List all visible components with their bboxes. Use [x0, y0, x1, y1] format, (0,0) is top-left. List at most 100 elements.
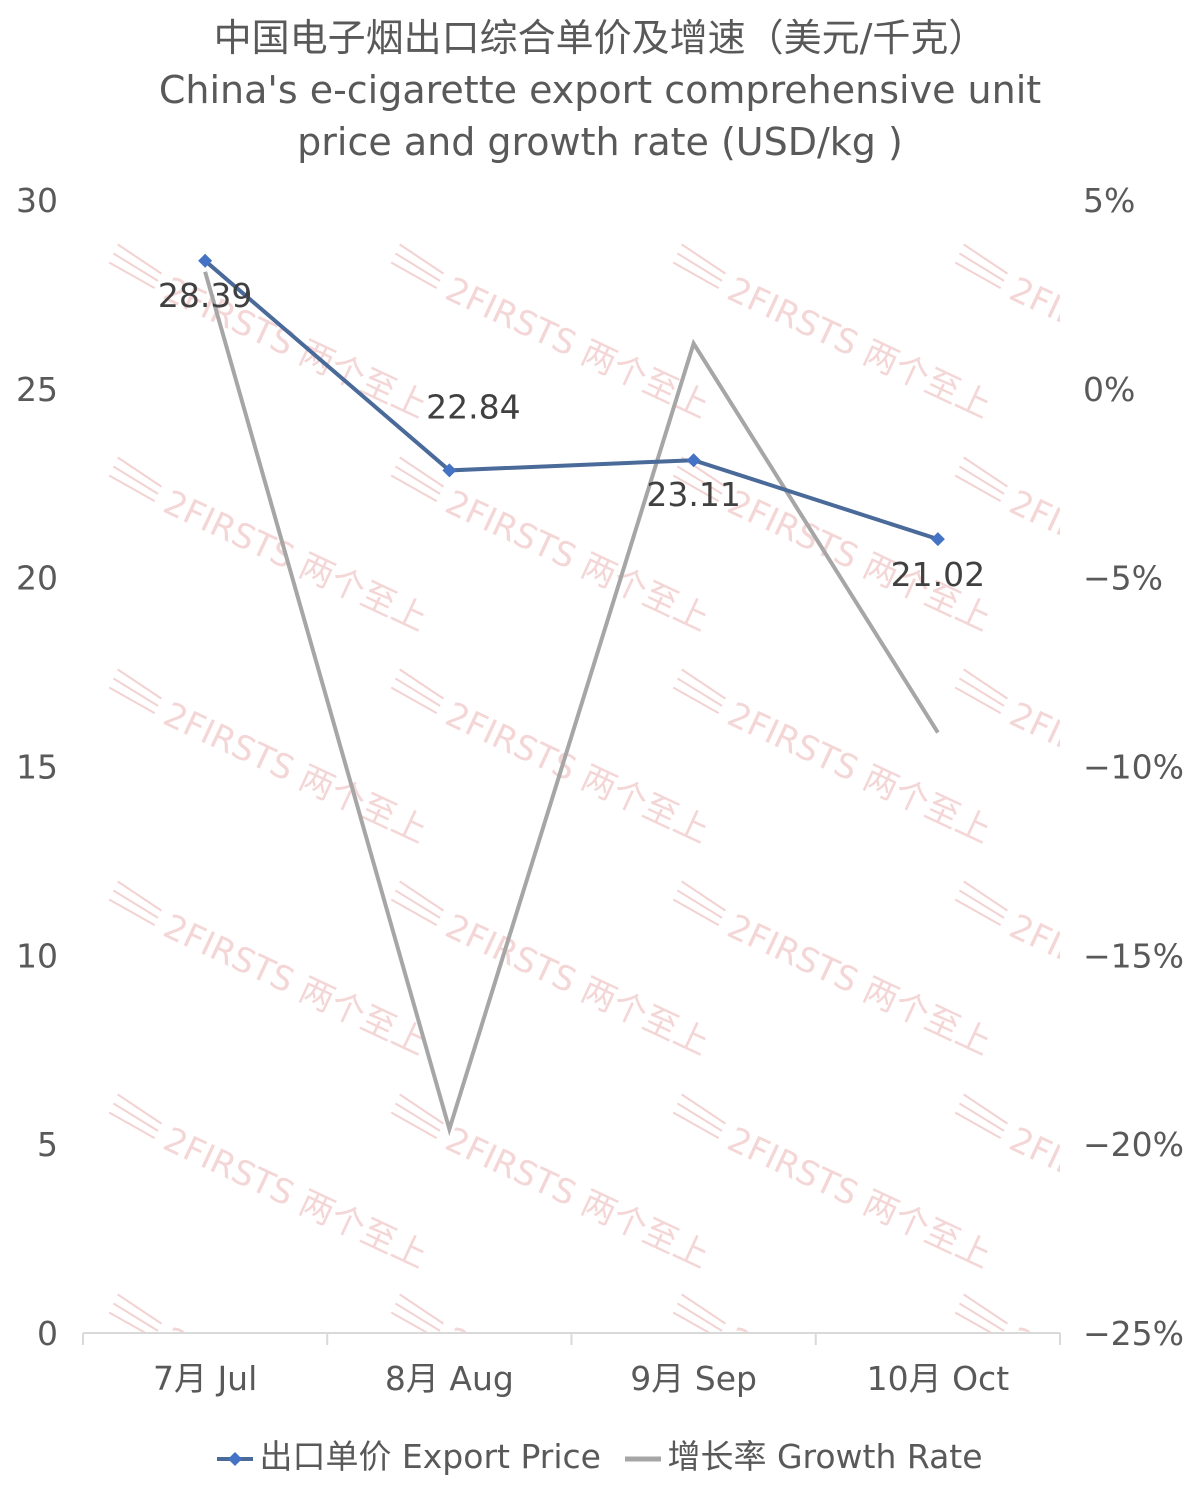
watermark-logo-stroke [958, 1102, 1005, 1132]
watermark-logo-stroke [117, 243, 162, 275]
data-label-export-price: 22.84 [426, 387, 520, 426]
watermark-text: 2FIRSTS 两个至上 [439, 907, 715, 1064]
watermark-logo-stroke [681, 243, 726, 275]
watermark-logo-stroke [390, 686, 438, 714]
watermark-logo-stroke [672, 261, 720, 289]
watermark-logo-stroke [681, 880, 726, 912]
watermark-logo-stroke [958, 889, 1005, 919]
y-left-tick-label: 30 [16, 181, 58, 220]
watermark-logo-stroke [117, 1093, 162, 1125]
watermark: 2FIRSTS 两个至上 [390, 668, 715, 852]
legend-item-export-price[interactable]: 出口单价 Export Price [217, 1430, 601, 1478]
chart-title-block: 中国电子烟出口综合单价及增速（美元/千克） China's e-cigarett… [0, 12, 1200, 168]
watermark-logo-stroke [117, 1293, 162, 1325]
x-tick-label: 7月 Jul [153, 1359, 257, 1398]
data-point-export-price [686, 453, 701, 468]
watermark-logo-stroke [108, 1311, 156, 1333]
watermark-logo-stroke [672, 1111, 720, 1139]
watermark-logo-stroke [394, 1102, 441, 1132]
watermark-logo-stroke [963, 456, 1008, 488]
x-tick-label: 9月 Sep [630, 1359, 757, 1398]
data-point-export-price [198, 253, 213, 268]
watermark-text: 2FIRSTS 两个至上 [721, 695, 997, 852]
series-layer [198, 253, 945, 1137]
watermark-logo-stroke [112, 252, 159, 282]
watermark-logo-stroke [963, 243, 1008, 275]
legend-item-growth-rate[interactable]: 增长率 Growth Rate [625, 1430, 983, 1478]
data-point-export-price [442, 463, 457, 478]
watermark-logo-stroke [676, 889, 723, 919]
watermark-logo-stroke [954, 686, 1002, 714]
watermark-logo-stroke [390, 1111, 438, 1139]
x-tick-label: 10月 Oct [867, 1359, 1010, 1398]
watermark-logo-stroke [112, 1302, 159, 1332]
watermark-logo-stroke [390, 1311, 438, 1333]
watermark-logo-stroke [399, 1293, 444, 1325]
watermark-logo-stroke [394, 465, 441, 495]
y-left-tick-label: 25 [16, 370, 58, 409]
legend-line-diamond-icon [217, 1451, 254, 1466]
watermark-text: 2FIRSTS 两个至上 [721, 1120, 997, 1277]
axes: 7月 Jul 8月 Aug 9月 Sep 10月 Oct 0 5 10 15 20 25 30 −25… [16, 181, 1184, 1398]
watermark-logo-stroke [399, 668, 444, 700]
watermark: 2FIRSTS 两个至上 [108, 880, 433, 1064]
watermark: 2FIRSTS 两个至上 [108, 668, 433, 852]
watermark-logo-stroke [954, 1111, 1002, 1139]
data-label-export-price: 23.11 [646, 475, 740, 514]
watermark-logo-stroke [399, 456, 444, 488]
y-right-tick-label: −25% [1083, 1314, 1184, 1353]
legend-line-icon [625, 1456, 662, 1461]
y-left-tick-label: 15 [16, 748, 58, 787]
series-line-growth-rate [203, 271, 940, 1137]
watermark-logo-stroke [954, 261, 1002, 289]
watermark-logo-stroke [112, 465, 159, 495]
watermark-logo-stroke [394, 1302, 441, 1332]
watermark-logo-stroke [399, 880, 444, 912]
watermark-logo-stroke [672, 1311, 720, 1333]
watermark-logo-stroke [954, 898, 1002, 926]
data-point-export-price [930, 532, 945, 547]
series-line-export-price [203, 259, 939, 542]
watermark-logo-stroke [390, 474, 438, 502]
watermark-logo-stroke [963, 1093, 1008, 1125]
data-labels: 28.39 22.84 23.11 21.02 [158, 276, 985, 594]
watermark-logo-stroke [958, 677, 1005, 707]
watermark-logo-stroke [963, 1293, 1008, 1325]
data-label-export-price: 28.39 [158, 276, 252, 315]
watermark-logo-stroke [676, 1302, 723, 1332]
watermark-logo-stroke [108, 474, 156, 502]
watermark-logo-stroke [117, 880, 162, 912]
watermark-logo-stroke [681, 668, 726, 700]
watermark-logo-stroke [681, 1093, 726, 1125]
watermark-logo-stroke [958, 252, 1005, 282]
y-right-tick-label: −5% [1083, 559, 1163, 598]
watermark-logo-stroke [108, 1111, 156, 1139]
watermark: 2FIRSTS 两个至上 [108, 243, 433, 427]
watermark-logo-stroke [676, 1102, 723, 1132]
watermark-logo-stroke [954, 474, 1002, 502]
watermark-text: 2FIRSTS 两个至上 [157, 483, 433, 640]
watermark-text: 2FIRSTS 两个至上 [721, 270, 997, 427]
watermark-logo-stroke [681, 1293, 726, 1325]
watermark-logo-stroke [390, 261, 438, 289]
watermark-logo-stroke [394, 252, 441, 282]
y-right-tick-label: −15% [1083, 936, 1184, 975]
watermark-logo-stroke [672, 474, 720, 502]
watermark-logo-stroke [672, 686, 720, 714]
watermark-logo-stroke [963, 880, 1008, 912]
x-tick-label: 8月 Aug [385, 1359, 514, 1398]
watermark-layer: 2FIRSTS 两个至上 2FIRSTS 两个至上 2FIRSTS 两个至上 2FIR… [108, 243, 1200, 1333]
watermark-logo-stroke [676, 677, 723, 707]
watermark-logo-stroke [672, 898, 720, 926]
watermark-logo-stroke [108, 261, 156, 289]
chart-subtitle-line-1: China's e-cigarette export comprehensive… [158, 68, 1042, 112]
watermark-logo-stroke [394, 889, 441, 919]
watermark-text: 2FIRSTS 两个至上 [157, 1120, 433, 1277]
watermark-text: 2FIRSTS 两个至上 [1003, 907, 1200, 1064]
watermark-logo-stroke [399, 1093, 444, 1125]
y-right-tick-label: −20% [1083, 1125, 1184, 1164]
chart-subtitle-line-2: price and growth rate (USD/kg ) [297, 120, 903, 164]
y-left-tick-label: 10 [16, 936, 58, 975]
y-left-tick-label: 0 [37, 1314, 58, 1353]
